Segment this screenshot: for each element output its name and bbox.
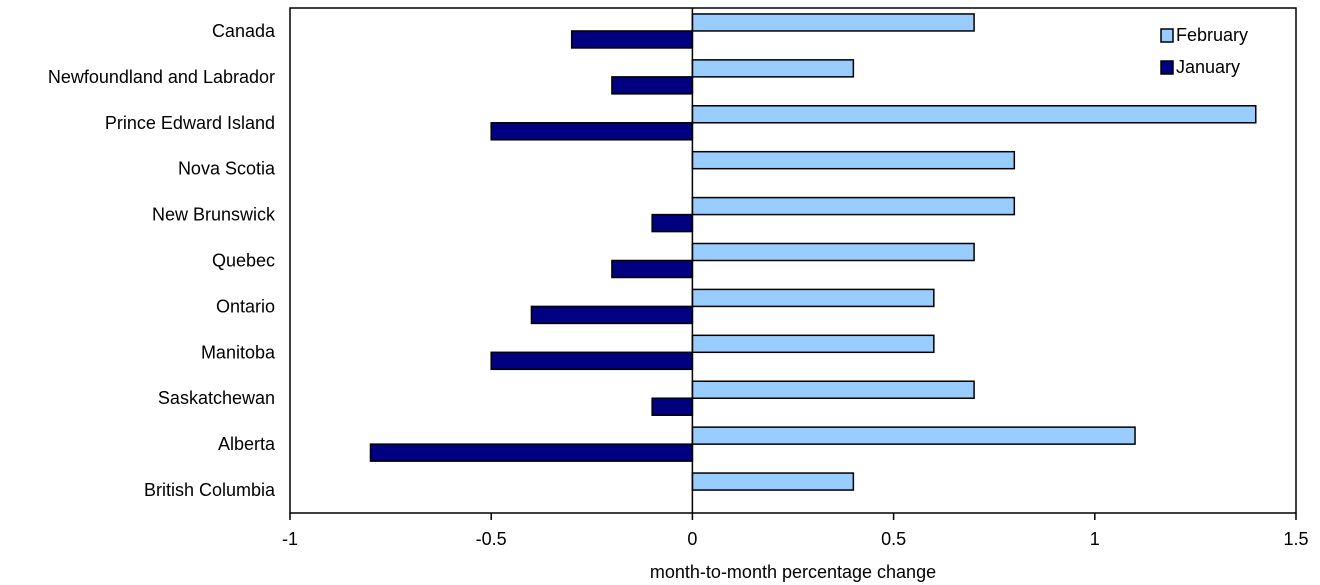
bar-january: [369, 443, 694, 462]
category-label: Alberta: [218, 434, 276, 454]
bar-february: [691, 196, 1016, 216]
x-tick-label: -0.5: [476, 529, 507, 549]
category-label: Quebec: [212, 251, 275, 271]
category-label: Newfoundland and Labrador: [48, 67, 275, 87]
category-label: Nova Scotia: [178, 159, 276, 179]
bar-january: [651, 213, 694, 233]
bars: [369, 13, 1257, 491]
bar-january: [651, 397, 694, 416]
x-tick-label: 1.5: [1283, 529, 1308, 549]
x-tick-label: 0.5: [881, 529, 906, 549]
legend-label-february: February: [1176, 25, 1248, 45]
bar-february: [691, 13, 975, 32]
bar-january: [611, 76, 694, 95]
category-label: Prince Edward Island: [105, 113, 275, 133]
bar-february: [691, 472, 855, 491]
x-axis-title: month-to-month percentage change: [650, 562, 936, 582]
legend-label-january: January: [1176, 57, 1240, 77]
bar-february: [691, 288, 935, 308]
category-label: New Brunswick: [152, 205, 276, 225]
legend-swatch-february: [1160, 28, 1174, 43]
bar-january: [530, 305, 694, 325]
category-label: British Columbia: [144, 480, 276, 500]
bar-february: [691, 150, 1016, 170]
category-labels: Canada Newfoundland and Labrador Prince Ed…: [48, 21, 276, 500]
bar-february: [691, 105, 1257, 124]
bar-february: [691, 426, 1136, 445]
bar-january: [490, 351, 694, 371]
bar-february: [691, 334, 935, 354]
bar-february: [691, 59, 855, 78]
legend-swatch-january: [1160, 60, 1174, 75]
category-label: Saskatchewan: [158, 388, 275, 408]
category-label: Ontario: [216, 296, 275, 316]
x-tick-label: -1: [282, 529, 298, 549]
bar-january: [490, 122, 694, 141]
bar-january: [570, 30, 694, 49]
bar-february: [691, 380, 975, 399]
x-axis-ticks: -1 -0.5 0 0.5 1 1.5: [282, 513, 1309, 549]
category-label: Canada: [212, 21, 276, 41]
bar-february: [691, 242, 975, 262]
x-tick-label: 1: [1090, 529, 1100, 549]
legend: February January: [1160, 25, 1248, 77]
x-tick-label: 0: [687, 529, 697, 549]
category-label: Manitoba: [201, 342, 276, 362]
plot-area-frame: [289, 7, 1297, 514]
bar-january: [611, 259, 694, 279]
